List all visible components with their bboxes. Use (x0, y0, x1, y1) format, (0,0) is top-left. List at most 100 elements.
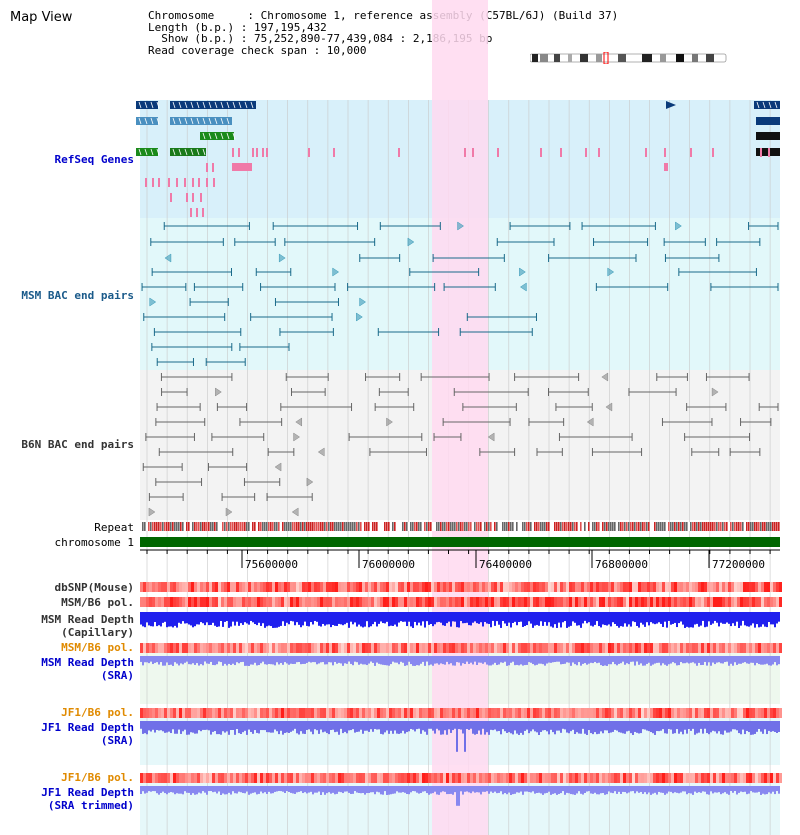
dbsnp-cell (146, 582, 149, 592)
msm-capillary-depth-bar (614, 612, 616, 624)
refseq-small-gene (184, 178, 186, 187)
jf1-sra-depth-bar (612, 721, 614, 732)
msm-sra-depth-bar (552, 656, 554, 663)
jf1-sra-depth-bar (502, 721, 504, 730)
jf1-b6-pol-cell-2 (368, 773, 371, 783)
jf1-trimmed-depth-bar (654, 786, 656, 793)
repeat-element (478, 522, 480, 531)
dbsnp-cell (764, 582, 767, 592)
repeat-element (742, 522, 744, 531)
repeat-element (410, 522, 412, 531)
jf1-trimmed-depth-bar (430, 786, 432, 794)
msm-bac-end (356, 312, 363, 322)
jf1-b6-pol-cell (236, 708, 239, 718)
dbsnp-cell (428, 582, 431, 592)
msm-capillary-depth-bar (314, 612, 316, 621)
msm-b6-pol-cell (161, 597, 164, 607)
refseq-small-gene (170, 193, 172, 202)
dbsnp-cell (464, 582, 467, 592)
jf1-b6-pol-cell (713, 708, 716, 718)
jf1-b6-pol-cell (503, 708, 506, 718)
jf1-b6-pol-cell (509, 708, 512, 718)
jf1-trimmed-depth-bar (230, 786, 232, 795)
msm-b6-pol-cell (158, 597, 161, 607)
b6n-bac-end (306, 477, 314, 487)
dbsnp-cell (749, 582, 752, 592)
repeat-element (364, 522, 366, 531)
jf1-b6-pol-cell (215, 708, 218, 718)
gene-exon-mark (756, 101, 760, 109)
jf1-b6-pol-cell-2 (428, 773, 431, 783)
jf1-sra-depth-bar (646, 721, 648, 731)
refseq-gene (170, 101, 256, 109)
dbsnp-cell (200, 582, 203, 592)
refseq-small-gene (472, 148, 474, 157)
msm-b6-pol-cell (773, 597, 776, 607)
msm-b6-pol-cell-2 (533, 643, 536, 653)
msm-sra-depth-bar (276, 656, 278, 663)
dbsnp-cell (233, 582, 236, 592)
msm-b6-pol-cell-2 (764, 643, 767, 653)
dbsnp-cell (389, 582, 392, 592)
jf1-b6-pol-cell (335, 708, 338, 718)
msm-sra-depth-bar (318, 656, 320, 664)
msm-b6-pol-cell-2 (374, 643, 377, 653)
jf1-trimmed-depth-bar (586, 786, 588, 792)
msm-capillary-depth-bar (402, 612, 404, 622)
msm-sra-depth-bar (682, 656, 684, 664)
msm-sra-depth-bar (566, 656, 568, 663)
repeat-element (766, 522, 768, 531)
jf1-b6-pol-cell (671, 708, 674, 718)
dbsnp-cell (371, 582, 374, 592)
jf1-trimmed-depth-bar (394, 786, 396, 794)
jf1-b6-pol-cell-2 (701, 773, 704, 783)
repeat-label: Repeat (94, 521, 134, 534)
jf1-b6-pol-cell-2 (542, 773, 545, 783)
msm-capillary-depth-bar (446, 612, 448, 624)
msm-capillary-depth-bar (286, 612, 288, 623)
dbsnp-cell (494, 582, 497, 592)
jf1-trimmed-depth-bar (352, 786, 354, 794)
jf1-b6-pol-cell-2 (161, 773, 164, 783)
jf1-sra-depth-bar (700, 721, 702, 729)
msm-b6-pol-cell-2 (584, 643, 587, 653)
refseq-small-gene (152, 178, 154, 187)
gene-exon-mark (214, 117, 218, 125)
jf1-trimmed-depth-bar (610, 786, 612, 793)
msm-capillary-depth-bar (422, 612, 424, 622)
msm-sra-depth-bar (632, 656, 634, 662)
jf1-sra-depth-bar (680, 721, 682, 732)
jf1-trimmed-depth-bar (604, 786, 606, 795)
msm-capillary-depth-bar (152, 612, 154, 627)
jf1-b6-pol-cell (398, 708, 401, 718)
msm-b6-pol-cell (374, 597, 377, 607)
msm-sra-depth-bar (634, 656, 636, 666)
msm-sra-depth-bar (444, 656, 446, 665)
repeat-element (486, 522, 488, 531)
dbsnp-cell (716, 582, 719, 592)
gene-exon-mark (150, 148, 154, 156)
jf1-b6-pol-cell-2 (749, 773, 752, 783)
msm-sra-depth-bar (774, 656, 776, 663)
msm-capillary-depth-bar (530, 612, 532, 624)
dbsnp-cell (476, 582, 479, 592)
msm-capillary-depth-bar (324, 612, 326, 626)
jf1-b6-pol-cell-2 (215, 773, 218, 783)
jf1-sra-depth-bar (204, 721, 206, 730)
chromosome-ideogram[interactable] (530, 52, 728, 64)
dbsnp-cell (173, 582, 176, 592)
repeat-element (686, 522, 688, 531)
jf1-b6-pol-cell-2 (353, 773, 356, 783)
msm-b6-pol-cell (245, 597, 248, 607)
msm-capillary-depth-bar (502, 612, 504, 621)
gene-exon-mark (190, 148, 194, 156)
jf1-sra-depth-bar (476, 721, 478, 734)
jf1-b6-pol-cell-2 (305, 773, 308, 783)
msm-b6-pol-cell-2 (320, 643, 323, 653)
msm-sra-depth-bar (296, 656, 298, 663)
dbsnp-cell (314, 582, 317, 592)
repeat-element (594, 522, 596, 531)
msm-b6-pol-cell (698, 597, 701, 607)
msm-sra-depth-bar (244, 656, 246, 666)
